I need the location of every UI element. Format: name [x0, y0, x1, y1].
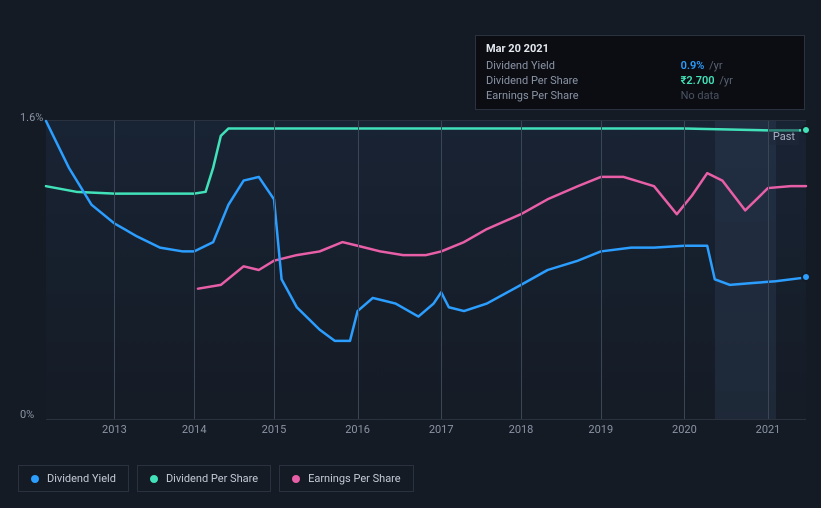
tooltip-table: Dividend Yield0.9% /yrDividend Per Share…	[486, 58, 794, 103]
gridline-vertical	[768, 121, 769, 419]
legend-earnings-per-share[interactable]: Earnings Per Share	[279, 465, 414, 492]
legend-dot	[31, 475, 39, 483]
series-earnings_per_share	[198, 173, 806, 289]
x-tick-label: 2016	[345, 423, 370, 436]
gridline-vertical	[521, 121, 522, 419]
x-tick-label: 2017	[429, 423, 454, 436]
tooltip-row-label: Dividend Yield	[486, 58, 673, 73]
gridline-vertical	[684, 121, 685, 419]
past-label: Past	[769, 128, 799, 145]
x-tick-label: 2020	[672, 423, 697, 436]
tooltip-row-value: No data	[673, 88, 794, 103]
x-axis-labels: 2013 2014 2015 2016 2017 2018 2019 2020 2021	[46, 423, 806, 439]
y-axis-min: 0%	[20, 408, 34, 421]
tooltip-date: Mar 20 2021	[486, 42, 794, 55]
legend-dot	[292, 475, 300, 483]
gridline-vertical	[194, 121, 195, 419]
y-axis-max: 1.6%	[20, 111, 43, 124]
legend-dividend-yield[interactable]: Dividend Yield	[18, 465, 129, 492]
chart-svg	[46, 121, 806, 419]
chart-plot-area[interactable]	[46, 120, 806, 420]
gridline-vertical	[114, 121, 115, 419]
legend-dot	[150, 475, 158, 483]
x-tick-label: 2014	[182, 423, 207, 436]
chart-tooltip: Mar 20 2021 Dividend Yield0.9% /yrDivide…	[475, 35, 805, 110]
series-dividend_yield	[46, 121, 806, 341]
x-tick-label: 2018	[509, 423, 534, 436]
x-tick-label: 2015	[262, 423, 287, 436]
legend-label: Dividend Yield	[47, 472, 116, 485]
tooltip-row-label: Dividend Per Share	[486, 73, 673, 88]
x-tick-label: 2013	[102, 423, 127, 436]
chart-legend: Dividend Yield Dividend Per Share Earnings…	[18, 465, 414, 492]
series-endpoint-dividend_yield	[801, 272, 811, 282]
x-tick-label: 2021	[756, 423, 781, 436]
gridline-vertical	[441, 121, 442, 419]
legend-label: Dividend Per Share	[166, 472, 258, 485]
legend-dividend-per-share[interactable]: Dividend Per Share	[137, 465, 271, 492]
series-dividend_per_share	[46, 128, 806, 193]
gridline-vertical	[601, 121, 602, 419]
gridline-vertical	[274, 121, 275, 419]
tooltip-row-value: ₹2.700 /yr	[673, 73, 794, 88]
tooltip-row-label: Earnings Per Share	[486, 88, 673, 103]
series-endpoint-dividend_per_share	[801, 125, 811, 135]
gridline-vertical	[358, 121, 359, 419]
tooltip-row-value: 0.9% /yr	[673, 58, 794, 73]
legend-label: Earnings Per Share	[308, 472, 401, 485]
x-tick-label: 2019	[588, 423, 613, 436]
